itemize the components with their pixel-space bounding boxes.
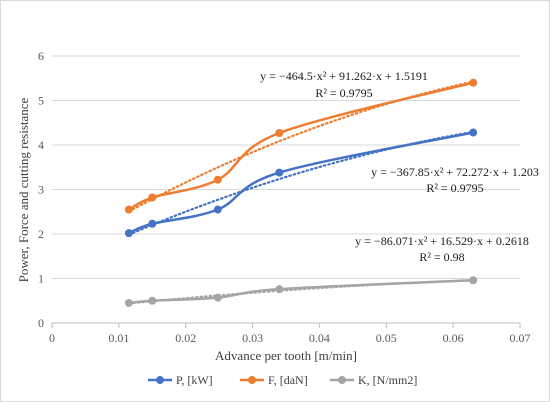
data-point-p [213, 205, 222, 214]
legend-marker-dot-f [248, 376, 256, 384]
y-tick-label: 3 [38, 183, 44, 197]
data-point-p [148, 219, 157, 228]
x-tick-label: 0.05 [376, 331, 397, 345]
data-point-f [469, 78, 478, 87]
axes: 0 1 2 3 4 5 6 0 0.01 0.02 0.03 0.04 0.05 0.06 0.07 [38, 49, 531, 345]
y-tick-label: 2 [38, 227, 44, 241]
x-tick-label: 0 [49, 331, 55, 345]
x-axis-title: Advance per tooth [m/min] [215, 348, 357, 363]
data-point-k [124, 298, 133, 307]
legend-label-p: P, [kW] [176, 373, 213, 387]
y-tick-label: 5 [38, 94, 44, 108]
equation-f: y = −464.5·x² + 91.262·x + 1.5191 [260, 69, 428, 83]
y-tick-label: 6 [38, 49, 44, 63]
x-tick-label: 0.03 [242, 331, 263, 345]
r2-p: R² = 0.9795 [426, 181, 483, 195]
legend-marker-dot-p [156, 376, 164, 384]
data-point-f [213, 175, 222, 184]
data-point-f [124, 205, 133, 214]
data-point-f [275, 128, 284, 137]
series-line-p [128, 131, 474, 235]
series-line-f [128, 81, 474, 211]
x-tick-label: 0.07 [510, 331, 531, 345]
x-tick-label: 0.01 [108, 331, 129, 345]
legend-item-p: P, [kW] [148, 373, 213, 387]
legend: P, [kW] F, [daN] K, [N/mm2] [148, 373, 417, 387]
legend-item-f: F, [daN] [240, 373, 308, 387]
data-point-k [148, 296, 157, 305]
legend-label-k: K, [N/mm2] [358, 373, 417, 387]
data-point-p [275, 168, 284, 177]
data-point-k [213, 293, 222, 302]
data-point-k [469, 276, 478, 285]
series-line-k [128, 279, 474, 305]
data-point-p [124, 229, 133, 238]
y-axis-title: Power, Force and cutting resistance [16, 97, 31, 282]
legend-item-k: K, [N/mm2] [330, 373, 417, 387]
trendlines [127, 80, 475, 305]
equation-p: y = −367.85·x² + 72.272·x + 1.203 [371, 165, 539, 179]
y-tick-label: 4 [38, 138, 44, 152]
equation-k: y = −86.071·x² + 16.529·x + 0.2618 [355, 234, 529, 248]
legend-label-f: F, [daN] [268, 373, 308, 387]
x-tick-label: 0.02 [175, 331, 196, 345]
x-tick-label: 0.04 [309, 331, 330, 345]
r2-f: R² = 0.9795 [315, 86, 372, 100]
data-point-p [469, 128, 478, 137]
r2-k: R² = 0.98 [419, 250, 464, 264]
series-lines [128, 81, 474, 305]
data-point-k [275, 285, 284, 294]
y-tick-label: 1 [38, 272, 44, 286]
legend-marker-dot-k [338, 376, 346, 384]
data-points [124, 78, 478, 307]
y-tick-label: 0 [38, 316, 44, 330]
data-point-f [148, 193, 157, 202]
x-tick-label: 0.06 [443, 331, 464, 345]
